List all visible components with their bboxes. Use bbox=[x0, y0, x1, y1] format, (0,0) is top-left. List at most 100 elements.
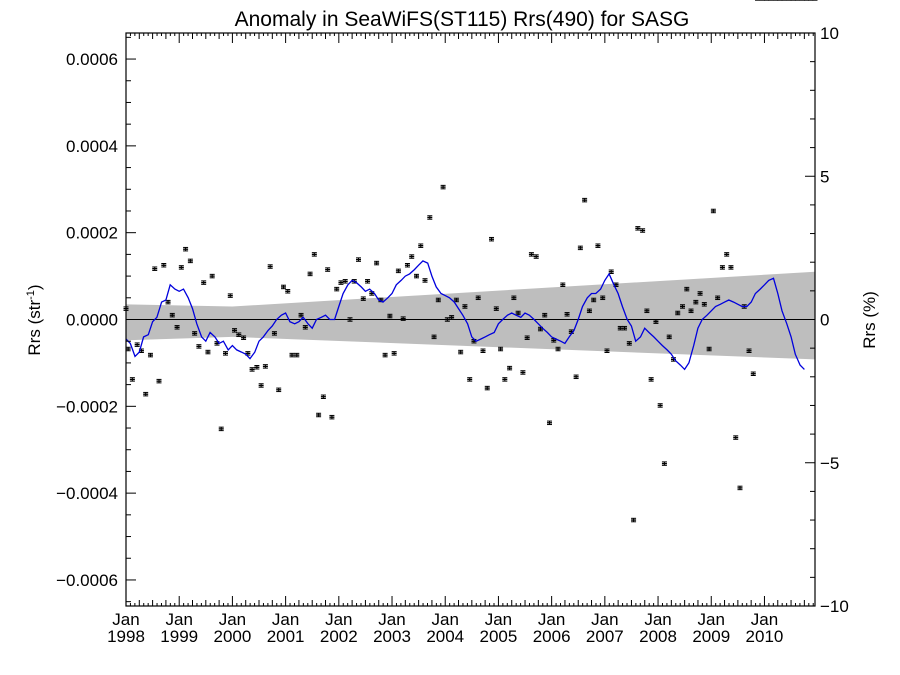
data-point bbox=[241, 335, 247, 340]
data-point bbox=[697, 291, 703, 296]
data-point bbox=[648, 377, 654, 382]
data-point bbox=[329, 414, 335, 420]
data-point bbox=[693, 299, 699, 305]
data-point bbox=[431, 334, 437, 340]
data-point bbox=[560, 282, 566, 288]
data-point bbox=[498, 346, 504, 352]
y-right-tick-label: −10 bbox=[820, 597, 849, 616]
data-point bbox=[547, 420, 553, 426]
x-tick-year: 2004 bbox=[426, 627, 464, 646]
data-point bbox=[626, 341, 632, 346]
data-point bbox=[427, 215, 433, 220]
data-point bbox=[338, 280, 344, 285]
uncertainty-band bbox=[126, 271, 815, 360]
data-point bbox=[249, 367, 255, 372]
data-point bbox=[178, 265, 184, 270]
x-tick-year: 2010 bbox=[746, 627, 784, 646]
data-point bbox=[706, 346, 712, 352]
data-point bbox=[555, 346, 561, 352]
x-tick-year: 2009 bbox=[692, 627, 730, 646]
data-point bbox=[715, 295, 721, 301]
data-point bbox=[156, 378, 162, 384]
data-point bbox=[710, 208, 716, 214]
data-point bbox=[631, 517, 637, 523]
data-point bbox=[134, 342, 140, 347]
data-point bbox=[688, 308, 694, 314]
data-point bbox=[267, 264, 273, 269]
x-tick-month: Jan bbox=[751, 610, 778, 629]
band-area bbox=[126, 271, 815, 360]
data-point bbox=[564, 312, 570, 317]
data-point bbox=[271, 331, 277, 336]
data-point bbox=[644, 308, 650, 314]
data-point bbox=[187, 258, 193, 264]
data-point bbox=[484, 385, 490, 391]
data-point bbox=[205, 349, 211, 355]
x-tick-month: Jan bbox=[325, 610, 352, 629]
x-tick-year: 1998 bbox=[107, 627, 145, 646]
data-point bbox=[467, 377, 473, 382]
data-point bbox=[680, 304, 686, 309]
data-point bbox=[382, 352, 388, 358]
data-point bbox=[746, 348, 752, 353]
data-point bbox=[222, 351, 228, 356]
x-tick-month: Jan bbox=[272, 610, 299, 629]
data-point bbox=[533, 254, 539, 259]
data-point bbox=[360, 296, 366, 301]
data-point bbox=[489, 236, 495, 242]
y-axis-right-label: Rrs (%) bbox=[860, 291, 879, 349]
x-tick-year: 2001 bbox=[267, 627, 305, 646]
data-point bbox=[316, 412, 322, 418]
data-point bbox=[413, 273, 419, 279]
data-point bbox=[356, 257, 362, 262]
data-point bbox=[661, 461, 667, 466]
y-right-tick-label: 0 bbox=[820, 311, 829, 330]
data-point bbox=[183, 246, 189, 252]
data-point bbox=[600, 295, 606, 301]
data-point bbox=[276, 387, 282, 393]
data-point bbox=[369, 291, 375, 296]
data-point bbox=[586, 308, 592, 314]
data-point bbox=[750, 371, 756, 376]
smoothed-series bbox=[125, 260, 805, 371]
y-axis-left-label: Rrs (str-1) bbox=[25, 284, 44, 355]
data-point bbox=[147, 352, 153, 358]
x-axis: Jan1998Jan1999Jan2000Jan2001Jan2002Jan20… bbox=[107, 33, 814, 646]
y-tick-label: −0.0002 bbox=[56, 397, 118, 416]
data-point bbox=[728, 265, 734, 270]
x-tick-month: Jan bbox=[165, 610, 192, 629]
data-point bbox=[591, 297, 597, 303]
data-point bbox=[209, 273, 215, 279]
data-point bbox=[285, 289, 291, 294]
x-tick-year: 2002 bbox=[320, 627, 358, 646]
data-point bbox=[201, 280, 207, 285]
data-point bbox=[582, 197, 588, 203]
data-point bbox=[342, 279, 348, 284]
x-tick-month: Jan bbox=[644, 610, 671, 629]
y-right-tick-label: 10 bbox=[820, 24, 839, 43]
data-point bbox=[258, 383, 264, 388]
data-point bbox=[511, 295, 517, 301]
y-right-tick-label: −5 bbox=[820, 454, 839, 473]
data-point bbox=[617, 325, 623, 331]
data-point bbox=[719, 265, 725, 270]
x-tick-year: 2008 bbox=[639, 627, 677, 646]
data-point bbox=[289, 352, 295, 358]
data-point bbox=[444, 317, 450, 322]
data-point bbox=[320, 394, 326, 400]
x-tick-month: Jan bbox=[591, 610, 618, 629]
data-point bbox=[724, 252, 730, 257]
data-point bbox=[365, 279, 371, 284]
y-axis-left: 0.0006 0.0004 0.0002 0.0000 −0.0002 −0.0004 −0… bbox=[56, 36, 136, 603]
data-point bbox=[635, 226, 641, 231]
data-point bbox=[307, 271, 313, 277]
data-point bbox=[161, 263, 167, 268]
data-point bbox=[192, 331, 198, 336]
data-point bbox=[524, 335, 530, 340]
data-point bbox=[302, 325, 308, 330]
data-point bbox=[169, 312, 175, 318]
data-point bbox=[280, 284, 286, 290]
data-point bbox=[422, 278, 428, 283]
data-points bbox=[123, 0, 818, 523]
x-tick-year: 1999 bbox=[160, 627, 198, 646]
